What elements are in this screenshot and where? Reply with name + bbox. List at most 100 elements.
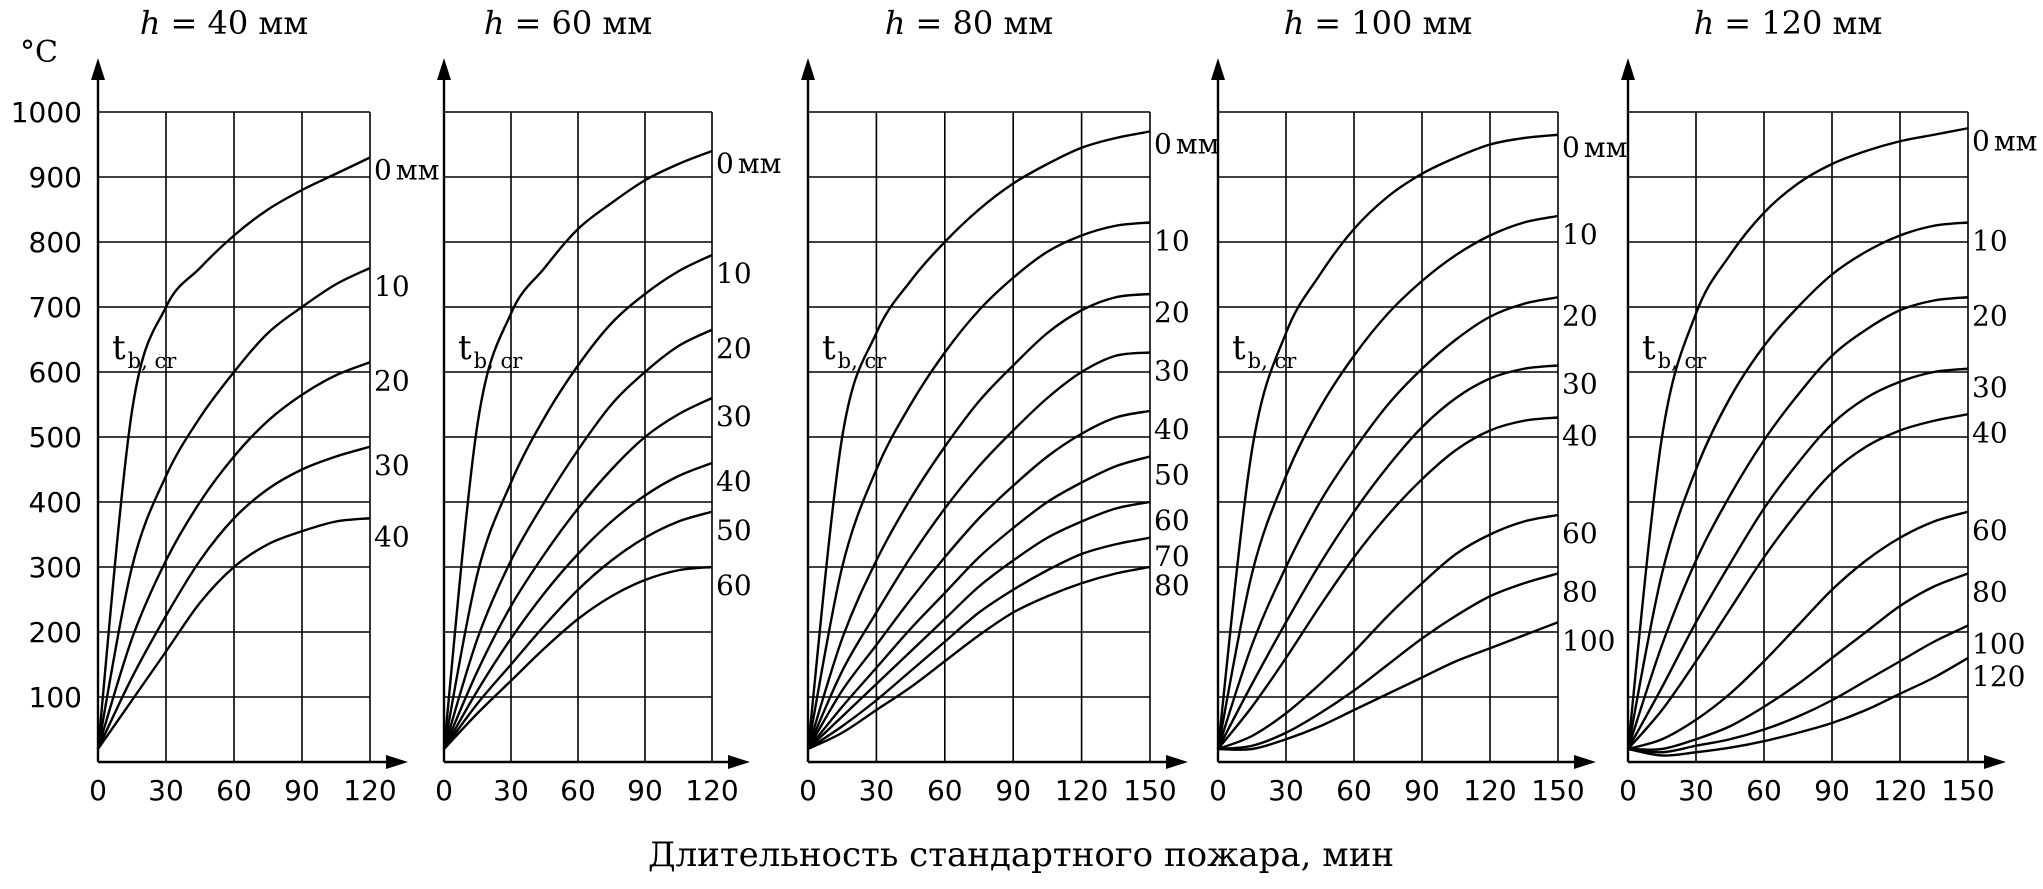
- x-tick-label-0: 0: [89, 774, 107, 807]
- x-tick-label-60: 60: [560, 774, 596, 807]
- x-tick-label-0: 0: [435, 774, 453, 807]
- series-label-value: 0: [716, 147, 734, 180]
- y-tick-label-300: 300: [29, 551, 82, 584]
- series-label-0: 0 мм: [1154, 128, 1219, 161]
- series-line-0: [1216, 133, 1559, 750]
- critical-temp-subscript: b, cr: [1658, 349, 1708, 373]
- x-tick-label-90: 90: [627, 774, 663, 807]
- series-label-60: 60: [1562, 517, 1598, 550]
- series-label-value: 40: [374, 520, 410, 553]
- critical-temp-label: tb, cr: [112, 328, 177, 373]
- panel-title-h: h: [885, 4, 906, 42]
- series-label-70: 70: [1154, 540, 1190, 573]
- series-label-80: 80: [1154, 569, 1190, 602]
- series-line-60: [807, 500, 1151, 750]
- series-line-100: [1217, 621, 1559, 751]
- series-label-unit: мм: [1176, 128, 1220, 161]
- critical-temp-symbol: t: [112, 328, 126, 368]
- series-line-40: [1217, 416, 1559, 750]
- series-label-20: 20: [1562, 299, 1598, 332]
- series-line-40: [806, 409, 1151, 750]
- series-label-10: 10: [374, 270, 410, 303]
- panel-title-h: h: [1694, 4, 1715, 42]
- series-label-30: 30: [374, 449, 410, 482]
- series-label-value: 20: [374, 364, 410, 397]
- series-line-60: [1627, 510, 1969, 751]
- series-label-value: 0: [1154, 128, 1172, 161]
- critical-temp-symbol: t: [1642, 328, 1656, 368]
- series-line-10: [442, 253, 713, 750]
- series-label-40: 40: [1154, 413, 1190, 446]
- series-label-20: 20: [1972, 299, 2008, 332]
- series-label-value: 10: [1154, 225, 1190, 258]
- series-line-80: [807, 565, 1151, 751]
- series-label-unit: мм: [396, 154, 440, 187]
- x-axis-arrow: [1574, 755, 1596, 769]
- series-label-value: 100: [1972, 628, 2025, 661]
- series-label-0: 0 мм: [716, 147, 781, 180]
- y-tick-label-700: 700: [29, 291, 82, 324]
- series-label-60: 60: [1972, 514, 2008, 547]
- x-tick-label-90: 90: [284, 774, 320, 807]
- series-line-100: [1627, 624, 1969, 754]
- series-label-20: 20: [1154, 296, 1190, 329]
- x-axis-arrow: [1984, 755, 2006, 769]
- series-line-30: [1216, 364, 1559, 750]
- series-label-value: 40: [1154, 413, 1190, 446]
- x-tick-label-120: 120: [1055, 774, 1108, 807]
- x-tick-label-30: 30: [148, 774, 184, 807]
- y-tick-label-100: 100: [29, 681, 82, 714]
- panel-title: h = 100 мм: [1284, 4, 1473, 42]
- series-line-10: [96, 266, 371, 750]
- critical-temp-subscript: b, cr: [838, 349, 888, 373]
- series-line-30: [806, 351, 1151, 750]
- series-line-40: [1627, 413, 1969, 750]
- series-label-value: 20: [1562, 299, 1598, 332]
- series-label-value: 40: [1972, 416, 2008, 449]
- series-label-10: 10: [1154, 225, 1190, 258]
- x-tick-label-0: 0: [1619, 774, 1637, 807]
- series-label-value: 50: [1154, 459, 1190, 492]
- x-tick-label-90: 90: [1404, 774, 1440, 807]
- series-line-20: [96, 361, 371, 750]
- y-tick-label-900: 900: [29, 161, 82, 194]
- series-label-0: 0 мм: [1562, 131, 1627, 164]
- panel-title: h = 60 мм: [484, 4, 652, 42]
- series-label-value: 20: [1972, 299, 2008, 332]
- series-label-80: 80: [1562, 576, 1598, 609]
- panel-title-h: h: [484, 4, 505, 42]
- panel-title-value: = 80 мм: [915, 4, 1053, 42]
- series-label-60: 60: [1154, 504, 1190, 537]
- critical-temp-symbol: t: [1232, 328, 1246, 368]
- y-axis-tick-labels: 1000 900 800 700 600 500 400 300 200 100: [11, 96, 82, 714]
- critical-temp-symbol: t: [822, 328, 836, 368]
- series-label-value: 60: [716, 569, 752, 602]
- x-tick-label-0: 0: [799, 774, 817, 807]
- series-label-unit: мм: [1994, 124, 2038, 157]
- series-label-value: 0: [374, 154, 392, 187]
- panel-title-value: = 100 мм: [1314, 4, 1472, 42]
- series-label-20: 20: [374, 364, 410, 397]
- series-label-10: 10: [716, 257, 752, 290]
- x-tick-label-150: 150: [1123, 774, 1176, 807]
- x-tick-label-60: 60: [216, 774, 252, 807]
- series-label-100: 100: [1562, 624, 1615, 657]
- x-tick-label-30: 30: [1678, 774, 1714, 807]
- series-label-value: 70: [1154, 540, 1190, 573]
- x-tick-label-150: 150: [1941, 774, 1994, 807]
- x-tick-label-60: 60: [927, 774, 963, 807]
- series-line-10: [1626, 221, 1969, 750]
- panel-title-value: = 40 мм: [170, 4, 308, 42]
- series-line-20: [1216, 296, 1559, 750]
- series-label-value: 60: [1562, 517, 1598, 550]
- y-axis-arrow: [801, 58, 815, 80]
- series-line-60: [443, 565, 713, 750]
- critical-temp-label: tb, cr: [458, 328, 523, 373]
- panel-title-h: h: [1284, 4, 1305, 42]
- x-tick-label-120: 120: [1873, 774, 1926, 807]
- x-axis-title: Длительность стандартного пожара, мин: [648, 835, 1394, 875]
- x-tick-label-30: 30: [859, 774, 895, 807]
- series-line-60: [1217, 513, 1559, 751]
